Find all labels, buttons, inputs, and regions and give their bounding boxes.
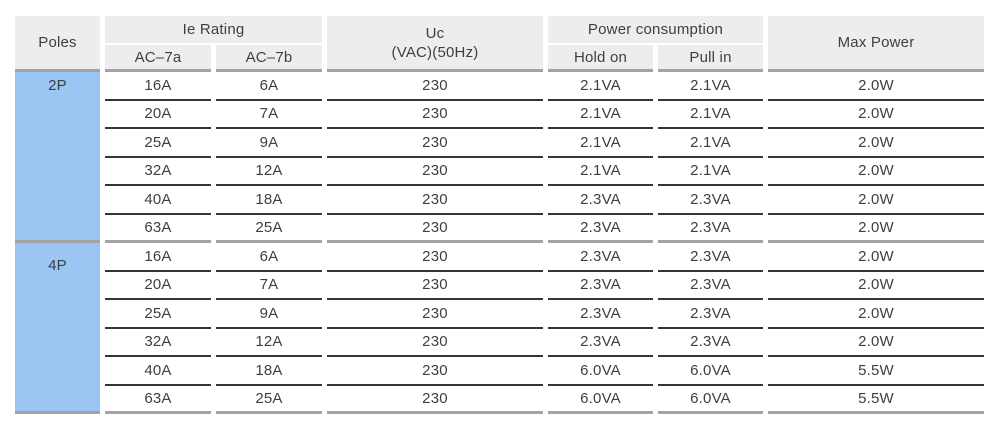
- poles-header: Poles: [15, 16, 100, 69]
- ac7a-cell: 40A: [105, 186, 211, 215]
- uc-cell: 230: [327, 329, 543, 357]
- pull-in-header: Pull in: [658, 45, 763, 69]
- pull-in-cell: 6.0VA: [658, 357, 763, 386]
- pull-in-cell: 2.3VA: [658, 272, 763, 300]
- max-power-cell: 2.0W: [768, 129, 984, 158]
- ac7a-cell: 20A: [105, 101, 211, 129]
- ac7b-cell: 7A: [216, 101, 322, 129]
- uc-cell: 230: [327, 186, 543, 215]
- header-underline: [658, 69, 763, 72]
- max-power-cell: 2.0W: [768, 101, 984, 129]
- ac7b-header: AC–7b: [216, 45, 322, 69]
- hold-on-cell: 2.3VA: [548, 272, 653, 300]
- ac7a-cell: 63A: [105, 386, 211, 414]
- ac7a-cell: 40A: [105, 357, 211, 386]
- hold-on-cell: 6.0VA: [548, 386, 653, 414]
- hold-on-cell: 2.1VA: [548, 129, 653, 158]
- uc-cell: 230: [327, 272, 543, 300]
- ac7a-cell: 20A: [105, 272, 211, 300]
- header-underline: [15, 69, 100, 72]
- uc-cell: 230: [327, 72, 543, 101]
- max-power-header: Max Power: [768, 16, 984, 69]
- ac7b-cell: 25A: [216, 215, 322, 243]
- header-underline: [105, 69, 211, 72]
- hold-on-cell: 2.3VA: [548, 329, 653, 357]
- uc-cell: 230: [327, 243, 543, 272]
- hold-on-header: Hold on: [548, 45, 653, 69]
- max-power-cell: 2.0W: [768, 186, 984, 215]
- ie-rating-group-header: Ie Rating: [105, 16, 322, 43]
- hold-on-cell: 2.1VA: [548, 158, 653, 186]
- ac7b-cell: 18A: [216, 186, 322, 215]
- ac7b-cell: 18A: [216, 357, 322, 386]
- ac7b-cell: 25A: [216, 386, 322, 414]
- ac7b-cell: 6A: [216, 243, 322, 272]
- ac7b-cell: 9A: [216, 300, 322, 329]
- ac7a-cell: 63A: [105, 215, 211, 243]
- poles-2p-cell: 2P: [15, 72, 100, 243]
- ac7a-header: AC–7a: [105, 45, 211, 69]
- specification-table: Poles Ie Rating AC–7a AC–7b Uc (VAC)(50H…: [15, 16, 984, 414]
- ac7a-cell: 32A: [105, 158, 211, 186]
- hold-on-cell: 2.3VA: [548, 243, 653, 272]
- pull-in-cell: 2.1VA: [658, 129, 763, 158]
- pull-in-cell: 2.3VA: [658, 243, 763, 272]
- pull-in-cell: 2.3VA: [658, 300, 763, 329]
- uc-cell: 230: [327, 386, 543, 414]
- ac7b-cell: 12A: [216, 158, 322, 186]
- ac7a-cell: 25A: [105, 129, 211, 158]
- max-power-cell: 2.0W: [768, 329, 984, 357]
- pull-in-cell: 2.3VA: [658, 186, 763, 215]
- ac7b-cell: 9A: [216, 129, 322, 158]
- max-power-cell: 5.5W: [768, 357, 984, 386]
- pull-in-cell: 2.1VA: [658, 101, 763, 129]
- pull-in-cell: 2.3VA: [658, 215, 763, 243]
- max-power-cell: 2.0W: [768, 272, 984, 300]
- max-power-cell: 2.0W: [768, 72, 984, 101]
- pull-in-cell: 2.1VA: [658, 158, 763, 186]
- ac7a-cell: 25A: [105, 300, 211, 329]
- header-underline: [548, 69, 653, 72]
- ac7b-cell: 7A: [216, 272, 322, 300]
- power-consumption-group-header: Power consumption: [548, 16, 763, 43]
- uc-header-line2: (VAC)(50Hz): [391, 43, 479, 61]
- hold-on-cell: 2.3VA: [548, 215, 653, 243]
- poles-4p-cell: 4P: [15, 243, 100, 414]
- pull-in-cell: 2.1VA: [658, 72, 763, 101]
- hold-on-cell: 2.1VA: [548, 72, 653, 101]
- max-power-cell: 2.0W: [768, 243, 984, 272]
- uc-cell: 230: [327, 357, 543, 386]
- header-underline: [216, 69, 322, 72]
- uc-cell: 230: [327, 101, 543, 129]
- ac7a-cell: 32A: [105, 329, 211, 357]
- hold-on-cell: 2.3VA: [548, 186, 653, 215]
- max-power-cell: 2.0W: [768, 158, 984, 186]
- hold-on-cell: 2.3VA: [548, 300, 653, 329]
- hold-on-cell: 6.0VA: [548, 357, 653, 386]
- ac7b-cell: 12A: [216, 329, 322, 357]
- max-power-cell: 2.0W: [768, 300, 984, 329]
- ac7a-cell: 16A: [105, 72, 211, 101]
- hold-on-cell: 2.1VA: [548, 101, 653, 129]
- ac7a-cell: 16A: [105, 243, 211, 272]
- uc-header: Uc (VAC)(50Hz): [327, 16, 543, 69]
- uc-cell: 230: [327, 129, 543, 158]
- max-power-cell: 5.5W: [768, 386, 984, 414]
- header-underline: [327, 69, 543, 72]
- uc-header-line1: Uc: [425, 24, 445, 42]
- ac7b-cell: 6A: [216, 72, 322, 101]
- uc-cell: 230: [327, 158, 543, 186]
- uc-cell: 230: [327, 215, 543, 243]
- max-power-cell: 2.0W: [768, 215, 984, 243]
- uc-cell: 230: [327, 300, 543, 329]
- pull-in-cell: 6.0VA: [658, 386, 763, 414]
- header-underline: [768, 69, 984, 72]
- pull-in-cell: 2.3VA: [658, 329, 763, 357]
